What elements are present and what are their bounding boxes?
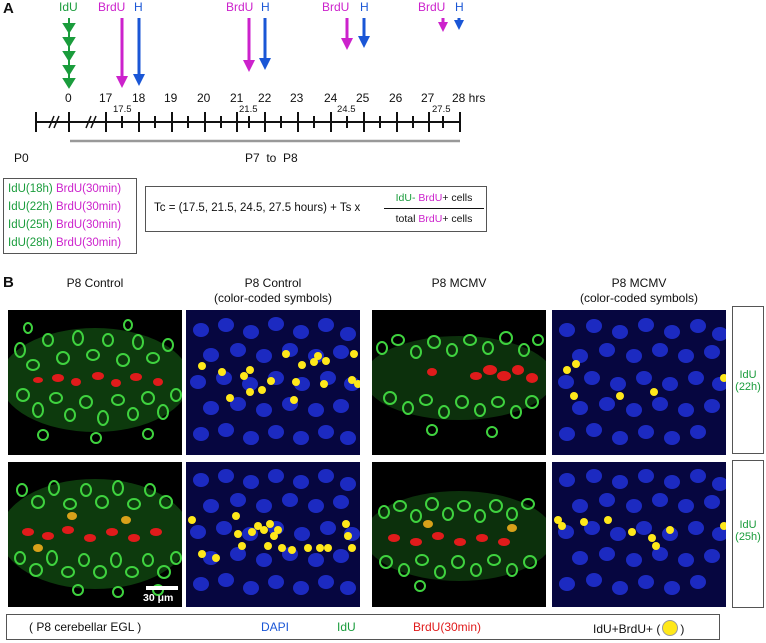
h-label-2: H xyxy=(261,0,270,14)
footer-brdu: BrdU(30min) xyxy=(413,620,482,634)
brdu-label-4: BrdU xyxy=(418,0,446,14)
timeline-axis xyxy=(35,112,461,132)
brdu-label-1: BrdU xyxy=(98,0,126,14)
micrograph-control-25h-coded xyxy=(186,462,360,607)
p7-p8-label: P7 to P8 xyxy=(245,151,298,165)
col-header-control-coded: P8 Control (color-coded symbols) xyxy=(213,276,333,305)
legend-row-22h: IdU(22h) BrdU(30min) xyxy=(8,201,122,213)
tick-28hrs: 28 hrs xyxy=(452,91,486,105)
footer-tissue: ( P8 cerebellar EGL ) xyxy=(29,620,142,634)
tick-22: 22 xyxy=(258,91,272,105)
pulse-legend-box: IdU(18h) BrdU(30min) IdU(22h) BrdU(30min… xyxy=(3,178,137,254)
tick-26: 26 xyxy=(389,91,403,105)
legend-row-18h: IdU(18h) BrdU(30min) xyxy=(8,183,122,195)
tick-27-5: 27.5 xyxy=(432,104,451,115)
micrograph-mcmv-25h-coded-cells xyxy=(552,462,726,607)
tick-19: 19 xyxy=(164,91,178,105)
idu-label: IdU xyxy=(59,0,78,14)
tick-27: 27 xyxy=(421,91,435,105)
formula-numerator: IdU- BrdU+ cells xyxy=(395,192,473,204)
tick-0: 0 xyxy=(65,91,72,105)
micrograph-control-22h-cells xyxy=(8,310,182,455)
tick-21-5: 21.5 xyxy=(239,104,258,115)
footer-dapi: DAPI xyxy=(261,620,290,634)
micrograph-mcmv-22h-cells xyxy=(372,310,546,455)
tick-20: 20 xyxy=(197,91,211,105)
p0-label: P0 xyxy=(14,151,29,165)
scale-bar xyxy=(146,586,178,590)
micrograph-control-25h-cells xyxy=(8,462,182,607)
col-header-control: P8 Control xyxy=(66,276,124,290)
h-label-4: H xyxy=(455,0,464,14)
micrograph-control-22h-coded xyxy=(186,310,360,455)
panel-b-letter: B xyxy=(3,274,14,291)
tick-25: 25 xyxy=(356,91,370,105)
tc-formula-box: Tc = (17.5, 21.5, 24.5, 27.5 hours) + Ts… xyxy=(145,186,487,232)
micrograph-mcmv-25h-cells xyxy=(372,462,546,607)
tick-21: 21 xyxy=(230,91,244,105)
formula-denominator: total BrdU+ cells xyxy=(395,213,473,225)
micrograph-mcmv-25h-coded xyxy=(552,462,726,607)
brdu-label-3: BrdU xyxy=(322,0,350,14)
micrograph-mcmv-22h-coded-cells xyxy=(552,310,726,455)
micrograph-control-25h: 30 μm xyxy=(8,462,182,607)
brdu-label-2: BrdU xyxy=(226,0,254,14)
tick-24: 24 xyxy=(324,91,338,105)
scale-bar-label: 30 μm xyxy=(143,592,174,604)
panel-a-letter: A xyxy=(3,0,14,17)
legend-row-28h: IdU(28h) BrdU(30min) xyxy=(8,237,122,249)
tick-18: 18 xyxy=(132,91,146,105)
timeline-diagram xyxy=(35,18,464,143)
tick-17: 17 xyxy=(99,91,113,105)
micrograph-mcmv-22h xyxy=(372,310,546,455)
micrograph-mcmv-22h-coded xyxy=(552,310,726,455)
legend-row-25h: IdU(25h) BrdU(30min) xyxy=(8,219,122,231)
tick-24-5: 24.5 xyxy=(337,104,356,115)
micrograph-mcmv-25h xyxy=(372,462,546,607)
micrograph-control-22h-coded-cells xyxy=(186,310,360,455)
footer-double-positive: IdU+BrdU+ () xyxy=(593,620,685,636)
axis-break-marks xyxy=(48,115,97,129)
stain-legend-footer: ( P8 cerebellar EGL ) DAPI IdU BrdU(30mi… xyxy=(6,614,720,640)
formula-fraction-bar xyxy=(384,208,484,209)
h-label-1: H xyxy=(134,0,143,14)
pulse-arrows xyxy=(116,18,464,88)
h-label-3: H xyxy=(360,0,369,14)
idu-arrow-stack xyxy=(62,18,76,89)
col-header-mcmv-coded: P8 MCMV (color-coded symbols) xyxy=(579,276,699,305)
row-label-25h: IdU (25h) xyxy=(732,460,764,608)
tick-23: 23 xyxy=(290,91,304,105)
formula-left: Tc = (17.5, 21.5, 24.5, 27.5 hours) + Ts… xyxy=(154,202,361,214)
footer-idu: IdU xyxy=(337,620,356,634)
yellow-marker-icon xyxy=(662,620,679,636)
micrograph-control-25h-coded-cells xyxy=(186,462,360,607)
row-label-22h: IdU (22h) xyxy=(732,306,764,454)
col-header-mcmv: P8 MCMV xyxy=(431,276,487,290)
micrograph-control-22h xyxy=(8,310,182,455)
tick-17-5: 17.5 xyxy=(113,104,132,115)
